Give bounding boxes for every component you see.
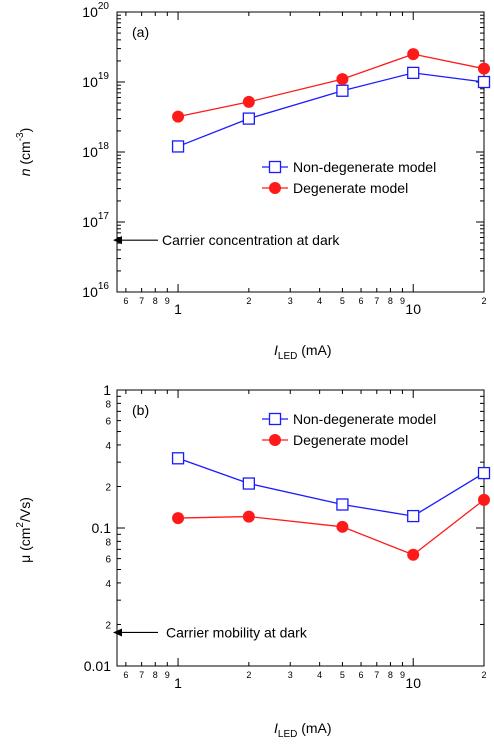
y-tick-label: 1018 — [82, 141, 109, 160]
x-minor-tick-label: 8 — [153, 296, 158, 306]
x-minor-tick-label: 3 — [288, 670, 293, 680]
data-point-non-degenerate — [336, 498, 349, 511]
data-point-degenerate — [172, 110, 185, 123]
x-axis-label: ILED (mA) — [274, 720, 332, 740]
legend-marker-circle — [269, 434, 281, 446]
series-line-non-degenerate — [177, 72, 485, 148]
y-minor-tick-label: 6 — [105, 417, 111, 428]
panel-label: (b) — [132, 402, 149, 418]
data-point-non-degenerate — [407, 66, 420, 80]
data-point-degenerate — [336, 73, 349, 86]
y-tick-label: 0.01 — [84, 658, 111, 674]
y-minor-tick-label: 4 — [105, 579, 111, 590]
data-point-degenerate — [407, 48, 420, 61]
panel-label: (a) — [132, 24, 149, 40]
annotation-arrow-head — [113, 628, 122, 637]
x-minor-tick-label: 6 — [123, 670, 128, 680]
data-point-degenerate — [478, 62, 490, 75]
data-point-non-degenerate — [477, 75, 491, 89]
series-line-degenerate — [177, 53, 485, 118]
legend-label: Non-degenerate model — [293, 411, 436, 427]
data-point-degenerate — [407, 548, 420, 561]
series-line-non-degenerate — [177, 457, 485, 517]
y-minor-tick-label: 8 — [105, 537, 111, 548]
annotation-arrow-head — [113, 236, 122, 245]
y-minor-tick-label: 2 — [105, 482, 111, 493]
legend-label: Degenerate model — [293, 180, 408, 196]
y-minor-tick-label: 6 — [105, 555, 111, 566]
x-tick-label: 1 — [174, 675, 182, 691]
x-minor-tick-label: 6 — [359, 670, 364, 680]
legend-marker-square — [268, 160, 282, 174]
legend-marker-square — [268, 412, 282, 426]
x-minor-tick-label: 2 — [481, 296, 486, 306]
y-tick-label: 1020 — [82, 1, 109, 20]
x-minor-tick-label: 5 — [340, 670, 345, 680]
y-minor-tick-label: 2 — [105, 620, 111, 631]
x-tick-label: 10 — [405, 675, 421, 691]
x-minor-tick-label: 2 — [246, 670, 251, 680]
x-minor-tick-label: 8 — [388, 296, 393, 306]
y-tick-label: 1019 — [82, 71, 109, 90]
legend: Non-degenerate model Degenerate model — [262, 159, 436, 196]
x-minor-tick-label: 3 — [288, 296, 293, 306]
data-point-degenerate — [172, 512, 185, 525]
legend-label: Non-degenerate model — [293, 159, 436, 175]
chart-panel-a: 1 106 7 8 9 2 3 4 5 6 7 8 9 210161017101810191020(a)I… — [15, 1, 491, 362]
x-minor-tick-label: 4 — [317, 296, 322, 306]
y-minor-tick-label: 8 — [105, 399, 111, 410]
x-minor-tick-label: 5 — [340, 296, 345, 306]
x-minor-tick-label: 6 — [359, 296, 364, 306]
x-minor-tick-label: 7 — [374, 296, 379, 306]
x-minor-tick-label: 8 — [388, 670, 393, 680]
x-tick-label: 10 — [405, 301, 421, 317]
data-point-non-degenerate — [336, 84, 349, 97]
y-axis-label: μ (cm2/Vs) — [15, 497, 33, 563]
x-minor-tick-label: 9 — [165, 296, 170, 306]
y-minor-tick-label: 4 — [105, 441, 111, 452]
y-tick-label: 1017 — [82, 211, 109, 230]
x-minor-tick-label: 8 — [153, 670, 158, 680]
x-axis-label: ILED (mA) — [274, 342, 332, 362]
x-minor-tick-label: 4 — [317, 670, 322, 680]
data-point-degenerate — [242, 95, 255, 108]
data-point-non-degenerate — [242, 112, 255, 125]
data-point-non-degenerate — [477, 466, 491, 480]
x-minor-tick-label: 7 — [139, 670, 144, 680]
x-minor-tick-label: 2 — [246, 296, 251, 306]
y-tick-label: 0.1 — [92, 520, 112, 536]
x-minor-tick-label: 9 — [400, 296, 405, 306]
x-minor-tick-label: 9 — [165, 670, 170, 680]
x-minor-tick-label: 7 — [139, 296, 144, 306]
legend-label: Degenerate model — [293, 432, 408, 448]
data-point-non-degenerate — [171, 452, 185, 465]
y-tick-label: 1 — [103, 382, 111, 398]
series-line-degenerate — [178, 499, 485, 556]
y-tick-label: 1016 — [82, 281, 109, 300]
data-point-degenerate — [478, 493, 490, 506]
x-minor-tick-label: 7 — [374, 670, 379, 680]
x-minor-tick-label: 9 — [400, 670, 405, 680]
data-point-non-degenerate — [171, 140, 185, 153]
x-minor-tick-label: 2 — [481, 670, 486, 680]
annotation-text: Carrier mobility at dark — [166, 624, 308, 640]
x-minor-tick-label: 6 — [123, 296, 128, 306]
annotation-text: Carrier concentration at dark — [162, 232, 340, 248]
data-point-degenerate — [242, 510, 255, 523]
data-point-degenerate — [336, 520, 349, 533]
x-tick-label: 1 — [174, 301, 182, 317]
legend: Non-degenerate model Degenerate model — [262, 411, 436, 448]
y-axis-label: n (cm-3) — [15, 128, 33, 177]
data-point-non-degenerate — [242, 477, 255, 490]
legend-marker-circle — [269, 182, 281, 194]
data-point-non-degenerate — [407, 509, 420, 523]
